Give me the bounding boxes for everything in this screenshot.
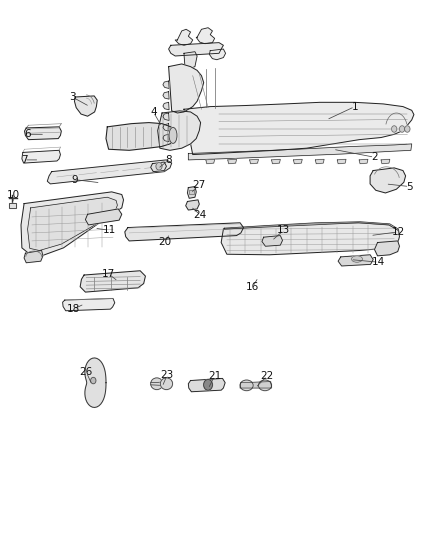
Text: 13: 13 xyxy=(277,225,290,235)
Polygon shape xyxy=(262,236,283,246)
Text: 14: 14 xyxy=(372,257,385,267)
Text: 12: 12 xyxy=(392,227,405,237)
Polygon shape xyxy=(85,209,122,225)
Text: 20: 20 xyxy=(159,237,172,247)
Polygon shape xyxy=(374,241,399,256)
Polygon shape xyxy=(24,251,43,263)
Polygon shape xyxy=(359,159,368,164)
Polygon shape xyxy=(74,96,97,116)
Polygon shape xyxy=(163,134,169,142)
Ellipse shape xyxy=(351,256,362,262)
Text: 7: 7 xyxy=(21,155,28,165)
Ellipse shape xyxy=(151,378,163,390)
Polygon shape xyxy=(158,111,201,150)
Bar xyxy=(9,203,16,208)
Text: 26: 26 xyxy=(80,367,93,377)
Polygon shape xyxy=(175,29,193,45)
Text: 17: 17 xyxy=(102,269,115,279)
Polygon shape xyxy=(186,200,199,210)
Circle shape xyxy=(392,126,397,132)
Polygon shape xyxy=(85,358,106,407)
Polygon shape xyxy=(163,124,169,131)
Polygon shape xyxy=(293,159,302,164)
Ellipse shape xyxy=(160,378,173,390)
Polygon shape xyxy=(184,52,197,69)
Text: 5: 5 xyxy=(406,182,413,191)
Polygon shape xyxy=(223,222,399,230)
Text: 18: 18 xyxy=(67,304,80,314)
Bar xyxy=(189,190,194,194)
Polygon shape xyxy=(106,123,175,150)
Polygon shape xyxy=(240,382,272,388)
Polygon shape xyxy=(196,28,215,44)
Polygon shape xyxy=(250,159,258,164)
Ellipse shape xyxy=(258,380,272,391)
Polygon shape xyxy=(22,150,60,163)
Polygon shape xyxy=(163,113,169,120)
Polygon shape xyxy=(63,298,115,311)
Polygon shape xyxy=(163,102,169,110)
Polygon shape xyxy=(169,64,204,113)
Text: 2: 2 xyxy=(371,152,378,162)
Polygon shape xyxy=(25,127,61,140)
Polygon shape xyxy=(381,159,390,164)
Polygon shape xyxy=(21,192,124,256)
Polygon shape xyxy=(80,271,145,292)
Polygon shape xyxy=(125,223,244,241)
Text: 3: 3 xyxy=(69,92,76,102)
Text: 24: 24 xyxy=(194,210,207,220)
Polygon shape xyxy=(163,81,169,88)
Text: 22: 22 xyxy=(261,371,274,381)
Polygon shape xyxy=(370,168,406,193)
Polygon shape xyxy=(187,187,196,198)
Polygon shape xyxy=(151,162,166,172)
Polygon shape xyxy=(47,160,172,184)
Text: 6: 6 xyxy=(24,130,31,139)
Polygon shape xyxy=(188,144,412,160)
Polygon shape xyxy=(228,159,237,164)
Polygon shape xyxy=(337,159,346,164)
Text: 11: 11 xyxy=(103,225,116,235)
Polygon shape xyxy=(272,159,280,164)
Polygon shape xyxy=(163,92,169,99)
Ellipse shape xyxy=(169,127,177,143)
Polygon shape xyxy=(184,102,414,155)
Text: 16: 16 xyxy=(246,282,259,292)
Polygon shape xyxy=(188,378,225,392)
Polygon shape xyxy=(206,159,215,164)
Polygon shape xyxy=(169,43,223,56)
Text: 8: 8 xyxy=(165,155,172,165)
Polygon shape xyxy=(209,49,226,60)
Bar xyxy=(189,190,194,194)
Circle shape xyxy=(405,126,410,132)
Text: 23: 23 xyxy=(161,370,174,379)
Bar xyxy=(9,203,16,208)
Text: 27: 27 xyxy=(192,180,205,190)
Circle shape xyxy=(204,379,212,390)
Text: 21: 21 xyxy=(208,371,221,381)
Circle shape xyxy=(91,377,96,384)
Circle shape xyxy=(156,163,162,170)
Text: 9: 9 xyxy=(71,175,78,184)
Polygon shape xyxy=(338,255,373,266)
Ellipse shape xyxy=(240,380,253,391)
Text: 10: 10 xyxy=(7,190,20,199)
Text: 1: 1 xyxy=(351,102,358,111)
Circle shape xyxy=(399,126,405,132)
Polygon shape xyxy=(315,159,324,164)
Polygon shape xyxy=(28,197,117,251)
Polygon shape xyxy=(221,223,399,255)
Text: 4: 4 xyxy=(150,107,157,117)
